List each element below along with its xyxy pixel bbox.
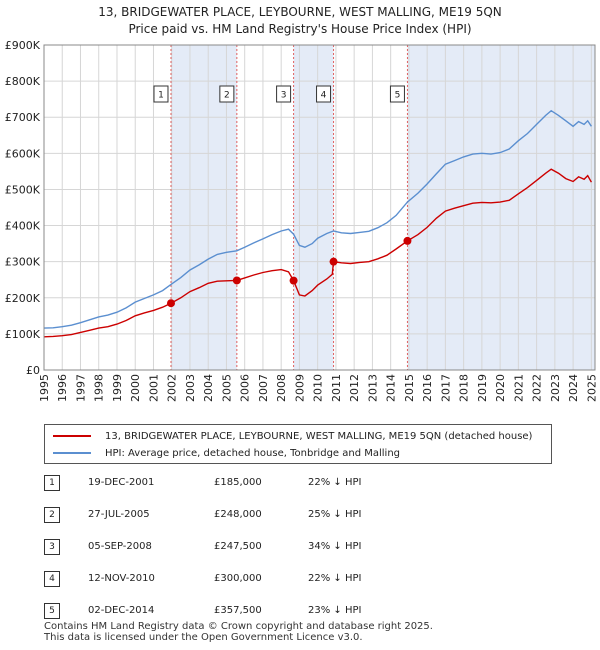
transaction-price: £185,000: [214, 477, 262, 488]
series-property-line: [43, 168, 593, 338]
x-tick-label-2009: 2009: [293, 374, 306, 402]
x-tick-label-2000: 2000: [129, 374, 142, 402]
x-tick-label-1997: 1997: [74, 374, 87, 402]
x-tick-label-2020: 2020: [494, 374, 507, 402]
transaction-price: £357,500: [214, 605, 262, 616]
x-tick-label-2001: 2001: [147, 374, 160, 402]
transaction-price: £248,000: [214, 509, 262, 520]
y-tick-label-900000: £900K: [5, 39, 41, 52]
transaction-num: 3: [44, 539, 60, 555]
transaction-price: £247,500: [214, 541, 262, 552]
transaction-num: 5: [44, 603, 60, 619]
sale-point-3: [289, 276, 298, 285]
x-tick-label-2002: 2002: [166, 374, 179, 402]
x-tick-label-2008: 2008: [275, 374, 288, 402]
price-chart: 1 2 3 4 5 £0 £100K £200K £300K £400K £500K £600K £7…: [5, 39, 599, 402]
sale-label-box-5: [389, 85, 405, 103]
legend-label-property: 13, BRIDGEWATER PLACE, LEYBOURNE, WEST M…: [105, 430, 533, 442]
transaction-num: 4: [44, 571, 60, 587]
x-tick-label-2007: 2007: [257, 374, 270, 402]
legend-item-hpi: HPI: Average price, detached house, Tonb…: [53, 445, 400, 461]
chart-title-line2: Price paid vs. HM Land Registry's House …: [128, 22, 472, 36]
legend-swatch-hpi: [53, 452, 91, 454]
x-tick-label-2012: 2012: [348, 374, 361, 402]
footer-copyright: Contains HM Land Registry data © Crown c…: [44, 621, 433, 632]
sale-labels: 1 2 3 4 5: [153, 85, 405, 103]
sale-point-5: [403, 236, 412, 245]
transaction-hpi-diff: 34% ↓ HPI: [308, 541, 362, 552]
legend-swatch-property: [53, 435, 91, 437]
x-tick-label-1999: 1999: [111, 374, 124, 402]
legend-item-property: 13, BRIDGEWATER PLACE, LEYBOURNE, WEST M…: [53, 428, 532, 444]
y-tick-label-500000: £500K: [5, 183, 41, 196]
x-tick-label-2023: 2023: [549, 374, 562, 402]
legend: 13, BRIDGEWATER PLACE, LEYBOURNE, WEST M…: [44, 424, 552, 464]
x-tick-label-1995: 1995: [38, 374, 51, 402]
sale-point-1: [166, 299, 175, 308]
y-tick-label-400000: £400K: [5, 220, 41, 233]
plot-frame: [43, 44, 596, 371]
sale-label-1: 1: [158, 91, 164, 101]
footer: Contains HM Land Registry data © Crown c…: [44, 621, 433, 643]
transaction-date: 19-DEC-2001: [88, 477, 155, 488]
transaction-date: 05-SEP-2008: [88, 541, 152, 552]
x-tick-label-2018: 2018: [458, 374, 471, 402]
shaded-range-3: [407, 45, 595, 370]
sale-label-5: 5: [395, 91, 401, 101]
y-tick-label-100000: £100K: [5, 328, 41, 341]
chart-title: 13, BRIDGEWATER PLACE, LEYBOURNE, WEST M…: [0, 4, 600, 38]
x-tick-label-2010: 2010: [312, 374, 325, 402]
y-tick-label-800000: £800K: [5, 75, 41, 88]
sale-label-box-4: [316, 85, 332, 103]
x-tick-label-2014: 2014: [385, 374, 398, 402]
chart-title-line1: 13, BRIDGEWATER PLACE, LEYBOURNE, WEST M…: [98, 5, 502, 19]
sale-label-box-2: [219, 85, 235, 103]
x-tick-label-2022: 2022: [531, 374, 544, 402]
legend-label-hpi: HPI: Average price, detached house, Tonb…: [105, 447, 401, 459]
x-tick-label-2003: 2003: [184, 374, 197, 402]
transaction-date: 12-NOV-2010: [88, 573, 155, 584]
transaction-date: 02-DEC-2014: [88, 605, 155, 616]
y-tick-label-300000: £300K: [5, 256, 41, 269]
x-tick-label-2019: 2019: [476, 374, 489, 402]
transaction-hpi-diff: 22% ↓ HPI: [308, 477, 362, 488]
y-tick-label-0: £0: [26, 364, 40, 377]
x-tick-label-2004: 2004: [202, 374, 215, 402]
transaction-price: £300,000: [214, 573, 262, 584]
x-tick-label-2025: 2025: [585, 374, 598, 402]
x-tick-label-2016: 2016: [421, 374, 434, 402]
sale-label-box-3: [276, 85, 292, 103]
transaction-hpi-diff: 22% ↓ HPI: [308, 573, 362, 584]
y-tick-label-200000: £200K: [5, 292, 41, 305]
y-tick-label-700000: £700K: [5, 111, 41, 124]
x-tick-label-2017: 2017: [439, 374, 452, 402]
transaction-date: 27-JUL-2005: [88, 509, 150, 520]
series-hpi-line: [43, 109, 592, 329]
sale-point-4: [329, 257, 338, 266]
x-tick-label-2013: 2013: [366, 374, 379, 402]
y-tick-label-600000: £600K: [5, 147, 41, 160]
x-tick-label-1998: 1998: [93, 374, 106, 402]
x-tick-label-2005: 2005: [220, 374, 233, 402]
sale-point-2: [232, 276, 241, 285]
sale-label-4: 4: [321, 91, 327, 101]
transaction-num: 1: [44, 475, 60, 491]
sale-label-box-1: [153, 85, 169, 103]
footer-licence: This data is licensed under the Open Gov…: [44, 632, 363, 643]
x-tick-label-2024: 2024: [567, 374, 580, 402]
x-tick-label-1996: 1996: [56, 374, 69, 402]
x-tick-label-2021: 2021: [512, 374, 525, 402]
chart-axes: £0 £100K £200K £300K £400K £500K £600K £700K £80…: [5, 39, 599, 402]
x-tick-label-2015: 2015: [403, 374, 416, 402]
sale-label-3: 3: [281, 91, 287, 101]
transaction-hpi-diff: 23% ↓ HPI: [308, 605, 362, 616]
x-tick-label-2011: 2011: [330, 374, 343, 402]
x-tick-label-2006: 2006: [239, 374, 252, 402]
transaction-hpi-diff: 25% ↓ HPI: [308, 509, 362, 520]
transaction-num: 2: [44, 507, 60, 523]
sale-label-2: 2: [224, 91, 230, 101]
sale-points: [166, 236, 412, 308]
chart-series: [43, 109, 593, 338]
